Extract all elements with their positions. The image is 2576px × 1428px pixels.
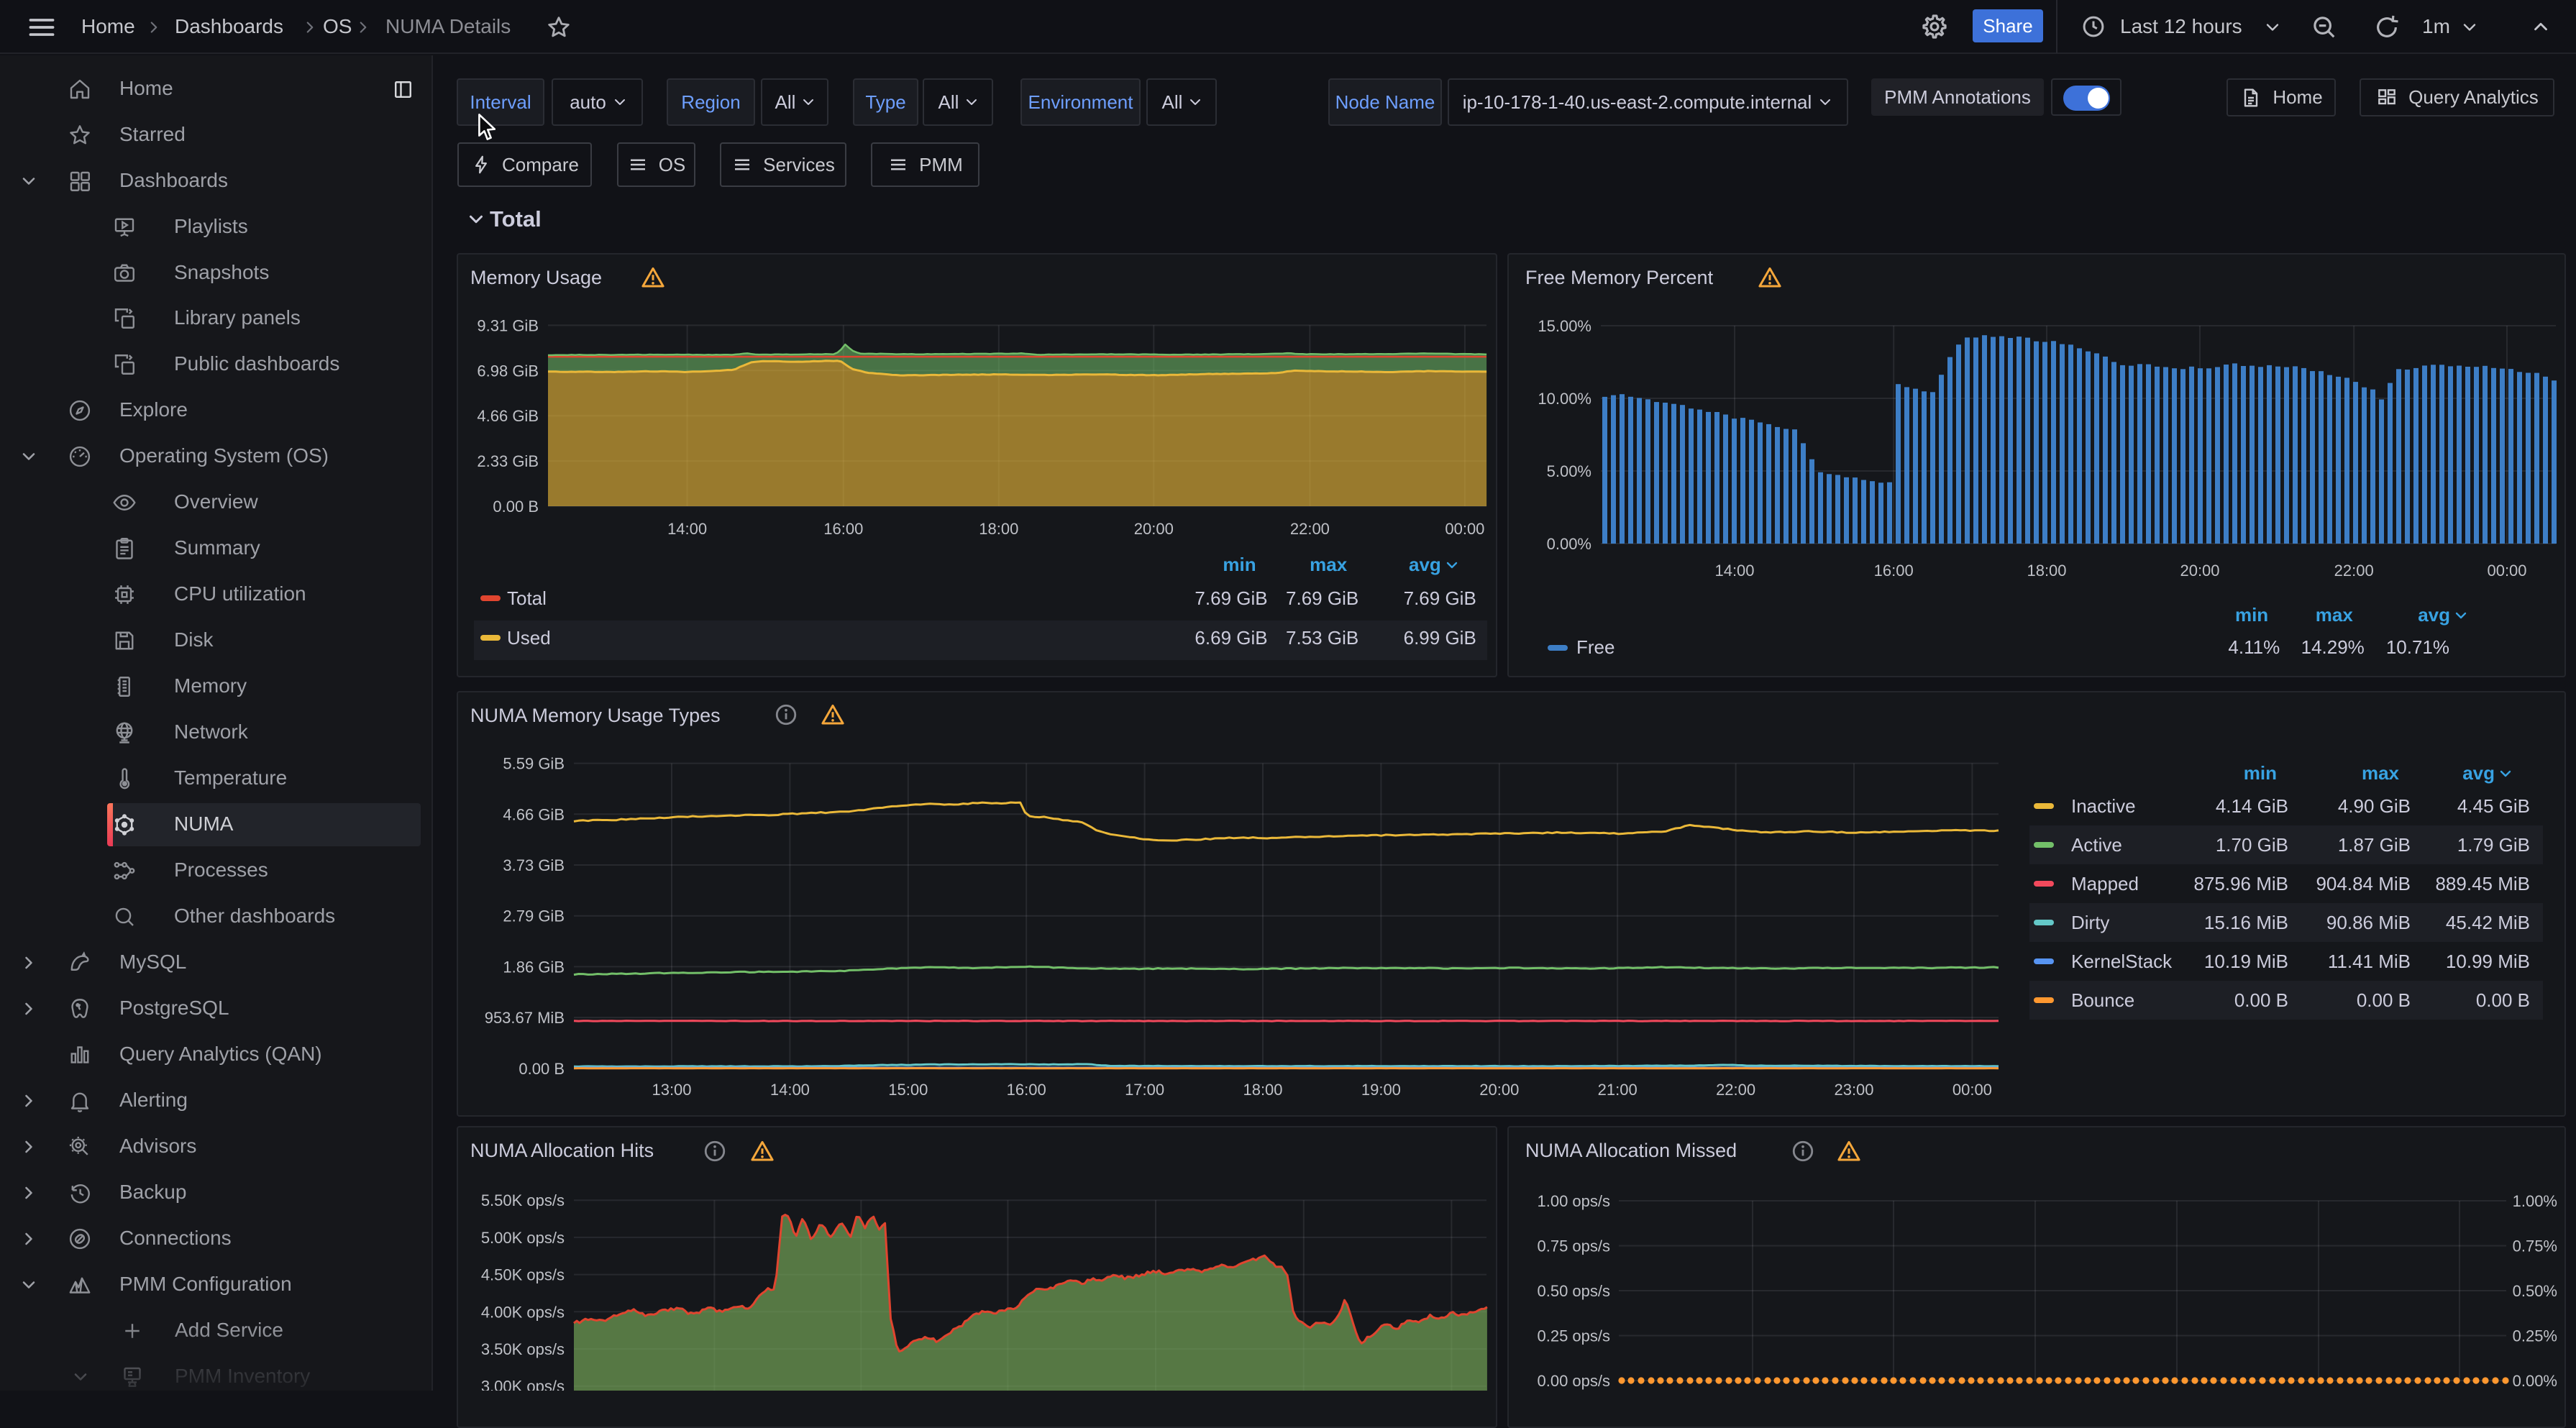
- svg-text:18:00: 18:00: [2027, 562, 2066, 580]
- svg-text:16:00: 16:00: [1874, 562, 1914, 580]
- svg-text:0.75 ops/s: 0.75 ops/s: [1537, 1237, 1610, 1255]
- svg-text:4.00K ops/s: 4.00K ops/s: [481, 1303, 565, 1321]
- svg-text:15.00%: 15.00%: [1538, 317, 1591, 335]
- svg-text:16:00: 16:00: [1007, 1081, 1046, 1099]
- svg-text:5.59 GiB: 5.59 GiB: [503, 755, 565, 773]
- svg-text:18:00: 18:00: [979, 520, 1018, 538]
- svg-text:23:00: 23:00: [1834, 1081, 1873, 1099]
- svg-text:16:00: 16:00: [823, 520, 863, 538]
- svg-text:15:00: 15:00: [888, 1081, 928, 1099]
- svg-text:2.33 GiB: 2.33 GiB: [477, 452, 539, 470]
- svg-text:6.98 GiB: 6.98 GiB: [477, 362, 539, 380]
- svg-text:1.00%: 1.00%: [2513, 1192, 2557, 1210]
- svg-text:13:00: 13:00: [652, 1081, 691, 1099]
- svg-text:18:00: 18:00: [1243, 1081, 1282, 1099]
- svg-text:20:00: 20:00: [1479, 1081, 1519, 1099]
- svg-text:4.50K ops/s: 4.50K ops/s: [481, 1266, 565, 1284]
- svg-text:0.00%: 0.00%: [2513, 1372, 2557, 1390]
- svg-text:0.00 ops/s: 0.00 ops/s: [1537, 1372, 1610, 1390]
- svg-text:5.00K ops/s: 5.00K ops/s: [481, 1229, 565, 1247]
- svg-text:22:00: 22:00: [2334, 562, 2374, 580]
- svg-text:20:00: 20:00: [2180, 562, 2219, 580]
- svg-text:00:00: 00:00: [1445, 520, 1484, 538]
- svg-text:3.00K ops/s: 3.00K ops/s: [481, 1378, 565, 1391]
- svg-text:22:00: 22:00: [1290, 520, 1330, 538]
- svg-text:0.00 B: 0.00 B: [519, 1060, 565, 1078]
- svg-text:0.00 B: 0.00 B: [493, 498, 539, 516]
- svg-text:22:00: 22:00: [1716, 1081, 1755, 1099]
- svg-text:00:00: 00:00: [2487, 562, 2526, 580]
- svg-text:0.25 ops/s: 0.25 ops/s: [1537, 1327, 1610, 1345]
- svg-text:9.31 GiB: 9.31 GiB: [477, 316, 539, 334]
- svg-text:19:00: 19:00: [1361, 1081, 1401, 1099]
- svg-text:0.25%: 0.25%: [2513, 1327, 2557, 1345]
- svg-text:21:00: 21:00: [1598, 1081, 1638, 1099]
- svg-text:3.50K ops/s: 3.50K ops/s: [481, 1340, 565, 1358]
- svg-text:3.73 GiB: 3.73 GiB: [503, 856, 565, 874]
- svg-text:17:00: 17:00: [1125, 1081, 1164, 1099]
- svg-text:14:00: 14:00: [667, 520, 707, 538]
- svg-text:2.79 GiB: 2.79 GiB: [503, 907, 565, 925]
- svg-text:953.67 MiB: 953.67 MiB: [485, 1009, 565, 1027]
- svg-text:5.50K ops/s: 5.50K ops/s: [481, 1191, 565, 1209]
- svg-text:00:00: 00:00: [1952, 1081, 1992, 1099]
- svg-text:4.66 GiB: 4.66 GiB: [503, 805, 565, 823]
- svg-text:10.00%: 10.00%: [1538, 390, 1591, 408]
- svg-text:0.50%: 0.50%: [2513, 1282, 2557, 1300]
- svg-text:0.00%: 0.00%: [1547, 535, 1591, 553]
- svg-text:14:00: 14:00: [770, 1081, 810, 1099]
- svg-text:1.86 GiB: 1.86 GiB: [503, 958, 565, 976]
- svg-text:4.66 GiB: 4.66 GiB: [477, 407, 539, 425]
- svg-text:0.75%: 0.75%: [2513, 1237, 2557, 1255]
- svg-text:0.50 ops/s: 0.50 ops/s: [1537, 1282, 1610, 1300]
- svg-text:20:00: 20:00: [1134, 520, 1174, 538]
- svg-text:1.00 ops/s: 1.00 ops/s: [1537, 1192, 1610, 1210]
- svg-text:5.00%: 5.00%: [1547, 462, 1591, 480]
- svg-text:14:00: 14:00: [1714, 562, 1754, 580]
